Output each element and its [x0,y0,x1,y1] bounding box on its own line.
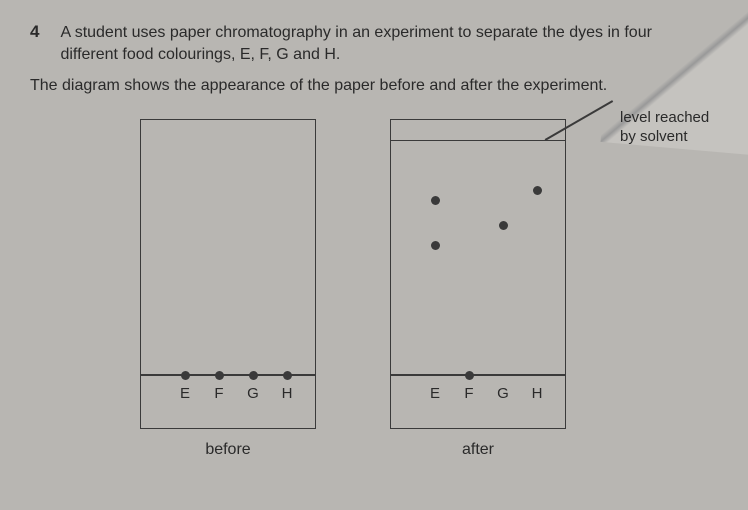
lane-label-before-F: F [211,385,227,402]
spot-after-4 [533,186,542,195]
lane-label-after-H: H [529,385,545,402]
spot-before-0 [181,371,190,380]
caption-before: before [198,441,258,459]
lane-label-before-H: H [279,385,295,402]
chroma-paper-after: E F G H [390,119,566,429]
chromatography-diagram: E F G Hbefore E F G Hafter level reachedby solve… [30,109,730,489]
caption-after: after [448,441,508,459]
lane-label-after-F: F [461,385,477,402]
spot-before-3 [283,371,292,380]
solvent-label-line1: level reached [620,109,709,128]
question-text: A student uses paper chromatography in a… [60,22,700,65]
lane-label-after-E: E [427,385,443,402]
solvent-label-line2: by solvent [620,128,709,147]
spot-after-1 [431,241,440,250]
chroma-paper-before: E F G H [140,119,316,429]
lane-label-before-E: E [177,385,193,402]
spot-before-2 [249,371,258,380]
question-row: 4 A student uses paper chromatography in… [30,22,718,65]
solvent-level-label: level reachedby solvent [620,109,709,147]
baseline-after [391,374,565,376]
question-number: 4 [30,22,56,42]
content: 4 A student uses paper chromatography in… [0,0,748,499]
question-subtext: The diagram shows the appearance of the … [30,75,718,97]
lane-label-before-G: G [245,385,261,402]
spot-before-1 [215,371,224,380]
spot-after-3 [499,221,508,230]
spot-after-2 [465,371,474,380]
solvent-front-after [391,140,565,142]
spot-after-0 [431,196,440,205]
lane-label-after-G: G [495,385,511,402]
